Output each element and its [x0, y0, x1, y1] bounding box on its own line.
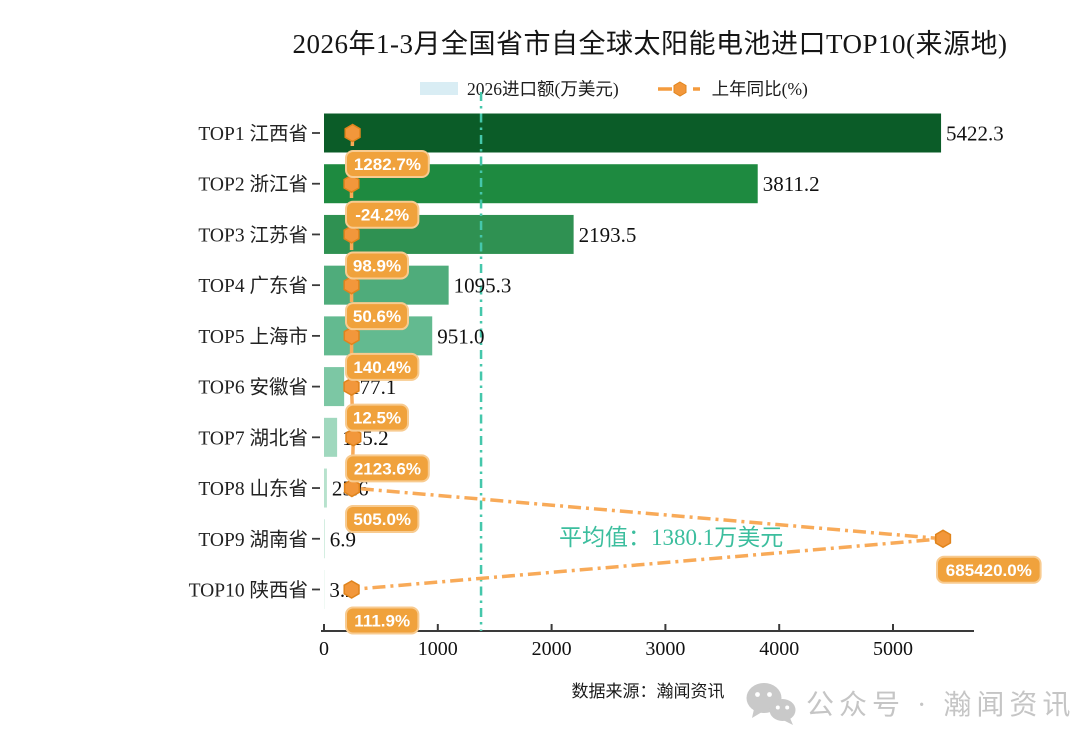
category-label-top9: TOP9 湖南省 — [198, 529, 308, 551]
bar-top6 — [324, 367, 345, 407]
xtick-label-3000: 3000 — [645, 638, 685, 660]
category-label-top8: TOP8 山东省 — [198, 478, 308, 500]
bar-top8 — [324, 468, 327, 508]
yoy-badge-label-top9: 685420.0% — [946, 561, 1032, 580]
watermark-text: 公众号 · 瀚闻资讯 — [806, 690, 1076, 721]
watermark: 公众号 · 瀚闻资讯 — [744, 679, 1075, 727]
category-label-top1: TOP1 江西省 — [198, 123, 308, 145]
wechat-icon — [746, 683, 796, 725]
legend-marker-icon — [673, 80, 687, 97]
xtick-label-2000: 2000 — [532, 638, 572, 660]
yoy-badge-label-top5: 140.4% — [353, 358, 411, 377]
xtick-label-0: 0 — [319, 638, 329, 660]
value-label-top2: 3811.2 — [763, 172, 820, 196]
bar-top9 — [324, 519, 325, 559]
yoy-badge-top5 — [345, 352, 420, 381]
average-label: 平均值：1380.1万美元 — [559, 525, 783, 550]
legend-bar-label: 2026进口额(万美元) — [467, 79, 619, 99]
yoy-badge-label-top3: 98.9% — [353, 256, 401, 275]
yoy-marker-top9 — [934, 529, 952, 549]
value-label-top5: 951.0 — [437, 324, 484, 348]
yoy-marker-top5 — [343, 326, 360, 346]
yoy-marker-top1 — [344, 123, 361, 143]
xtick-label-5000: 5000 — [873, 638, 913, 660]
yoy-badge-label-top6: 12.5% — [353, 409, 401, 428]
value-label-top1: 5422.3 — [946, 122, 1004, 146]
legend-line-label: 上年同比(%) — [711, 79, 808, 99]
category-label-top7: TOP7 湖北省 — [198, 427, 308, 449]
yoy-badge-top10 — [345, 606, 420, 635]
yoy-marker-top2 — [343, 174, 360, 194]
bar-top7 — [324, 417, 338, 457]
chart-title: 2026年1-3月全国省市自全球太阳能电池进口TOP10(来源地) — [292, 29, 1008, 59]
yoy-badge-top9 — [936, 555, 1042, 584]
yoy-badge-label-top1: 1282.7% — [354, 155, 421, 174]
yoy-badge-top3 — [345, 251, 409, 280]
yoy-badge-top8 — [345, 505, 420, 534]
data-source: 数据来源：瀚闻资讯 — [571, 682, 725, 701]
yoy-badge-label-top4: 50.6% — [353, 307, 401, 326]
yoy-marker-top8 — [343, 478, 361, 498]
yoy-marker-top3 — [343, 225, 360, 244]
yoy-marker-top4 — [343, 275, 360, 295]
xtick-label-1000: 1000 — [418, 638, 458, 660]
yoy-badge-label-top7: 2123.6% — [354, 459, 421, 478]
category-label-top6: TOP6 安徽省 — [198, 377, 308, 399]
category-label-top4: TOP4 广东省 — [198, 275, 308, 297]
yoy-badge-top7 — [345, 454, 430, 483]
yoy-badge-label-top2: -24.2% — [355, 206, 409, 225]
yoy-badge-top2 — [345, 200, 420, 229]
yoy-badge-label-top8: 505.0% — [353, 510, 411, 529]
yoy-badge-top1 — [345, 150, 430, 178]
category-label-top3: TOP3 江苏省 — [198, 224, 308, 246]
category-label-top2: TOP2 浙江省 — [198, 174, 308, 196]
yoy-badge-top6 — [345, 403, 409, 432]
bar-top1 — [324, 113, 942, 153]
xtick-label-4000: 4000 — [759, 638, 799, 660]
yoy-badge-top4 — [345, 302, 409, 331]
yoy-marker-top6 — [343, 377, 360, 396]
yoy-marker-top7 — [345, 427, 362, 447]
value-label-top4: 1095.3 — [454, 274, 512, 298]
category-label-top5: TOP5 上海市 — [198, 326, 308, 348]
yoy-badge-label-top10: 111.9% — [354, 611, 410, 630]
legend: 2026进口额(万美元) 上年同比(%) — [420, 76, 808, 101]
value-label-top3: 2193.5 — [579, 223, 637, 247]
legend-bar-swatch — [420, 82, 458, 95]
yoy-marker-top10 — [343, 580, 360, 599]
legend-line-glyph — [657, 80, 700, 97]
category-label-top10: TOP10 陕西省 — [189, 579, 308, 601]
